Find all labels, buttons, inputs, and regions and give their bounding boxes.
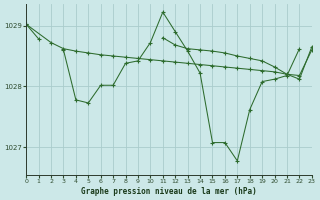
X-axis label: Graphe pression niveau de la mer (hPa): Graphe pression niveau de la mer (hPa): [81, 187, 257, 196]
